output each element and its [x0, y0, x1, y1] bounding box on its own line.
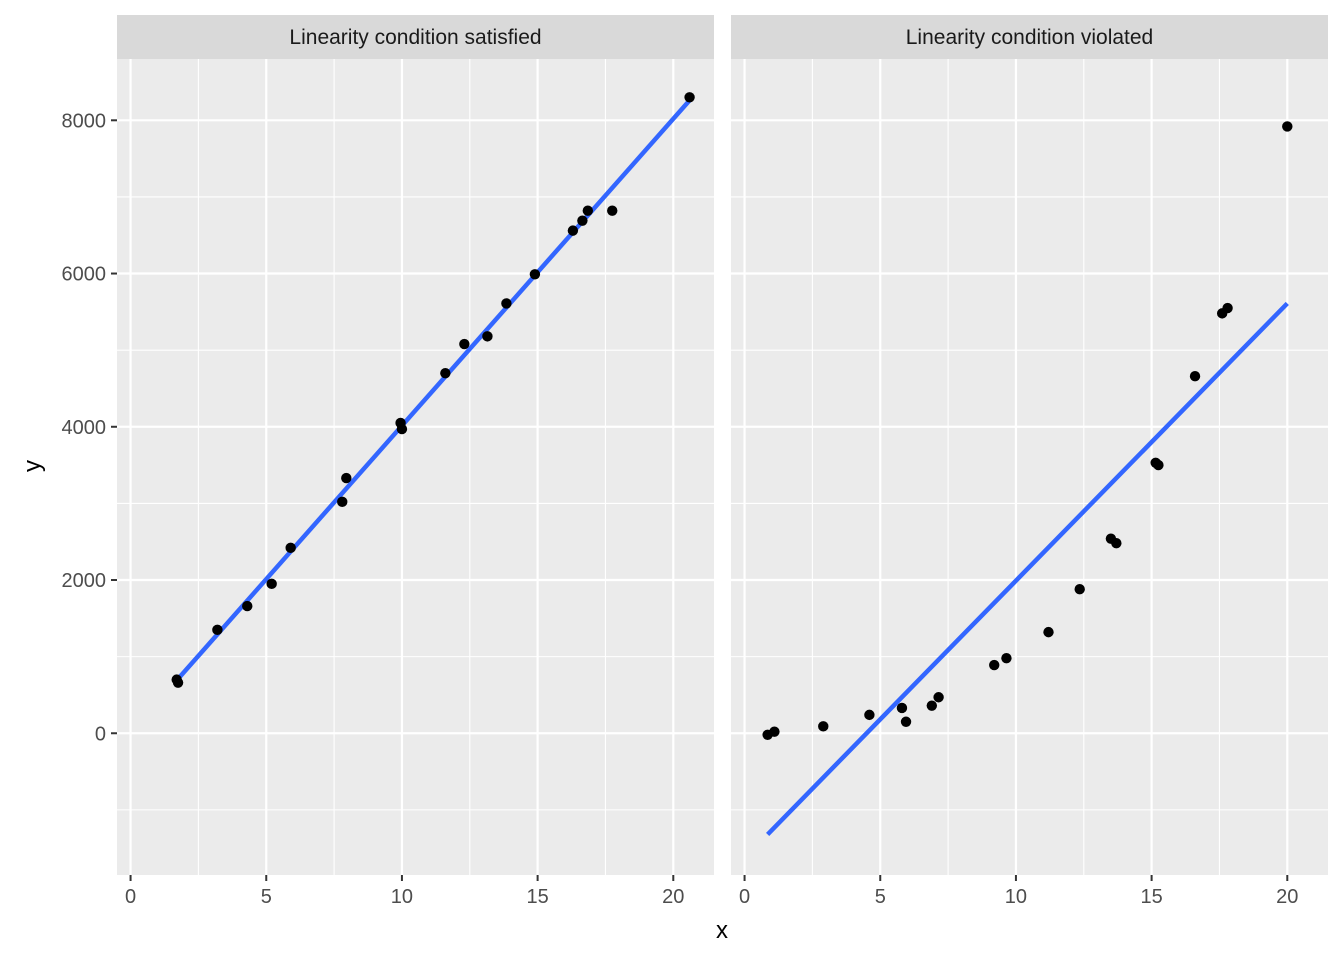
data-point [1282, 121, 1293, 132]
data-point [926, 700, 938, 711]
y-tick-label: 2000 [62, 570, 107, 592]
data-point [1043, 626, 1054, 638]
data-point [266, 578, 277, 590]
y-tick-label: 0 [95, 723, 106, 745]
data-point [818, 721, 829, 732]
data-point [341, 472, 352, 484]
strip-background [731, 15, 1328, 59]
x-tick-label: 10 [1005, 886, 1027, 908]
regression-line [766, 301, 1289, 836]
data-point [1222, 302, 1233, 314]
y-axis-title: y [19, 460, 46, 472]
data-point [440, 367, 451, 379]
y-tick-label: 6000 [62, 264, 107, 286]
panel-background [117, 59, 714, 875]
data-point [1001, 652, 1012, 664]
data-point [1111, 538, 1122, 549]
data-point [285, 542, 296, 554]
x-tick-label: 0 [125, 886, 136, 908]
data-point [933, 692, 944, 703]
data-point [482, 331, 493, 342]
panels-layer: Linearity condition satisfied 0 5 10 15 20 0 20… [62, 15, 1328, 908]
x-tick-label: 5 [875, 886, 886, 908]
data-point [396, 423, 408, 435]
x-tick-label: 0 [739, 886, 750, 908]
x-tick-label: 15 [526, 886, 548, 908]
x-tick-label: 10 [391, 886, 413, 908]
strip-title: Linearity condition violated [906, 26, 1154, 49]
data-point [582, 205, 594, 216]
data-point [529, 269, 541, 280]
data-point [864, 709, 875, 721]
regression-line [175, 98, 692, 682]
strip-title: Linearity condition satisfied [289, 26, 541, 49]
x-tick-label: 5 [261, 886, 272, 908]
y-tick-label: 8000 [62, 110, 107, 132]
data-point [577, 215, 588, 226]
data-point [501, 298, 512, 309]
y-tick-label: 4000 [62, 417, 107, 439]
data-point [900, 716, 912, 727]
data-point [607, 205, 618, 216]
data-point [212, 624, 223, 636]
x-tick-label: 15 [1140, 886, 1162, 908]
data-point [567, 225, 579, 236]
panel-1: Linearity condition satisfied 0 5 10 15 20 0 20… [62, 15, 714, 908]
x-tick-label: 20 [1276, 886, 1298, 908]
data-point [896, 702, 908, 714]
data-point [1153, 459, 1164, 471]
data-point [337, 496, 348, 508]
data-point [769, 726, 780, 737]
data-point [1074, 584, 1085, 595]
data-point [242, 600, 253, 612]
panel-background [731, 59, 1328, 875]
strip-background [117, 15, 714, 59]
panel-2: Linearity condition violated 0 5 10 15 20 [731, 15, 1328, 908]
data-point [989, 659, 1000, 671]
data-point [459, 338, 470, 350]
data-point [1189, 371, 1201, 382]
data-point [684, 92, 695, 103]
x-axis-title: x [716, 917, 728, 944]
x-tick-label: 20 [662, 886, 684, 908]
data-point [172, 677, 184, 688]
